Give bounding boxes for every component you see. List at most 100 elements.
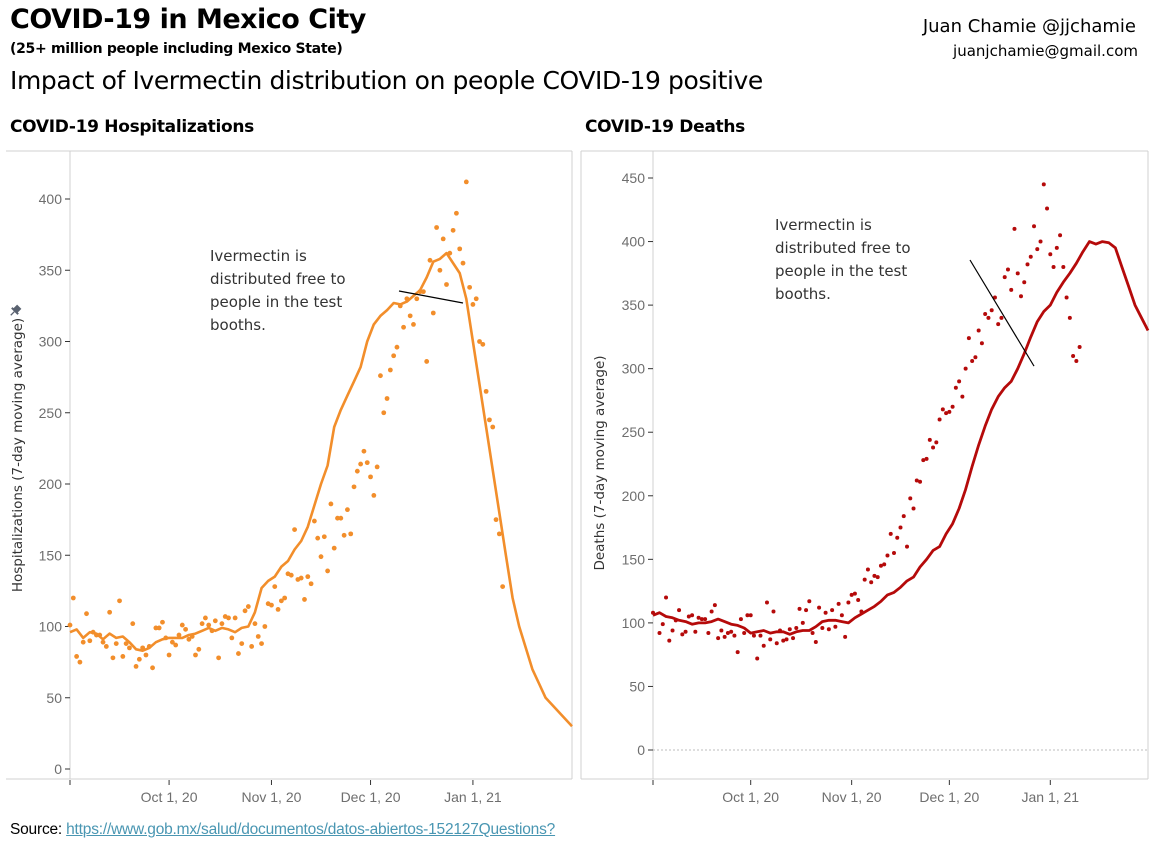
- data-point: [781, 638, 786, 643]
- data-point: [774, 641, 779, 646]
- data-point: [800, 620, 805, 625]
- data-point: [918, 479, 923, 484]
- data-point: [113, 641, 119, 646]
- data-point: [1015, 271, 1020, 276]
- data-point: [252, 621, 258, 627]
- data-point: [378, 373, 383, 379]
- data-point: [843, 634, 848, 639]
- data-point: [407, 313, 413, 319]
- data-point: [364, 460, 370, 466]
- data-point: [690, 613, 695, 618]
- data-point: [242, 608, 248, 614]
- questions-link[interactable]: Questions?: [478, 821, 556, 838]
- data-point: [709, 609, 714, 614]
- x-tick-label: Nov 1, 20: [241, 789, 301, 805]
- data-point: [127, 645, 132, 651]
- data-point: [338, 515, 344, 521]
- data-point: [885, 553, 890, 558]
- author-name: Juan Chamie @jjchamie: [922, 16, 1136, 37]
- source-link[interactable]: https://www.gob.mx/salud/documentos/dato…: [66, 821, 479, 838]
- data-point: [764, 600, 769, 605]
- deaths-annotation-line-4: booths.: [775, 285, 831, 303]
- data-point: [970, 359, 975, 364]
- data-point: [670, 628, 675, 633]
- data-point: [269, 602, 274, 608]
- author-email: juanjchamie@gmail.com: [953, 42, 1138, 60]
- deaths-y-ticks: 0 50 100 150 200 250 300 350 400 450: [622, 170, 653, 758]
- data-point: [166, 652, 172, 658]
- data-point: [963, 366, 968, 371]
- data-point: [856, 598, 861, 603]
- data-point: [794, 625, 799, 630]
- pin-icon[interactable]: [8, 304, 23, 319]
- data-point: [216, 655, 222, 661]
- data-point: [371, 493, 377, 498]
- data-point: [199, 621, 205, 627]
- data-point: [732, 633, 737, 638]
- deaths-chart-title: COVID-19 Deaths: [585, 117, 745, 137]
- data-point: [430, 310, 436, 316]
- data-point: [308, 581, 314, 587]
- data-point: [1005, 267, 1010, 272]
- data-point: [374, 464, 380, 470]
- data-point: [878, 563, 883, 568]
- data-point: [275, 607, 281, 612]
- data-point: [683, 629, 688, 634]
- data-point: [156, 625, 162, 631]
- data-point: [84, 611, 89, 617]
- data-point: [787, 627, 792, 632]
- data-point: [953, 385, 958, 390]
- x-tick-label: Jan 1, 21: [444, 789, 502, 805]
- y-tick-label: 150: [622, 551, 646, 567]
- data-point: [989, 308, 994, 313]
- data-point: [1067, 315, 1072, 320]
- data-point: [983, 312, 988, 317]
- y-tick-label: 0: [637, 742, 645, 758]
- hosp-x-ticks: Oct 1, 20 Nov 1, 20 Dec 1, 20 Jan 1, 21: [69, 780, 502, 805]
- data-point: [259, 641, 264, 646]
- data-point: [849, 592, 854, 597]
- data-point: [960, 394, 965, 399]
- data-point: [348, 531, 354, 537]
- data-point: [278, 598, 284, 604]
- data-point: [1077, 345, 1082, 350]
- hospitalizations-chart: 0 50 100 150 200 250 300 350 400 Oct 1, 20 Nov 1,…: [6, 150, 573, 805]
- data-point: [931, 445, 936, 450]
- data-point: [966, 336, 971, 341]
- data-point: [846, 600, 851, 605]
- data-point: [321, 534, 327, 540]
- data-point: [463, 179, 469, 185]
- data-point: [1002, 275, 1007, 280]
- data-point: [219, 621, 225, 627]
- data-point: [1064, 295, 1069, 300]
- data-point: [493, 517, 499, 523]
- data-point: [1074, 359, 1079, 364]
- data-point: [186, 636, 192, 642]
- data-point: [384, 396, 390, 401]
- hosp-y-axis-title: Hospitalizations (7-day moving average): [10, 318, 26, 592]
- data-point: [427, 257, 433, 263]
- data-point: [414, 296, 420, 302]
- data-point: [496, 531, 502, 537]
- y-tick-label: 150: [39, 547, 63, 563]
- data-point: [160, 619, 165, 625]
- data-point: [826, 627, 831, 632]
- data-point: [872, 573, 877, 578]
- data-point: [196, 646, 202, 652]
- data-point: [67, 622, 73, 628]
- data-point: [833, 624, 838, 629]
- data-point: [973, 355, 978, 360]
- data-point: [1061, 264, 1066, 269]
- data-point: [738, 617, 743, 622]
- data-point: [719, 628, 724, 633]
- data-point: [328, 501, 334, 507]
- data-point: [444, 282, 449, 287]
- data-point: [807, 599, 812, 604]
- data-point: [460, 260, 466, 266]
- data-point: [865, 567, 870, 572]
- data-point: [908, 496, 913, 501]
- data-point: [804, 608, 809, 613]
- data-point: [911, 506, 916, 511]
- data-point: [768, 637, 773, 642]
- data-point: [1051, 264, 1056, 269]
